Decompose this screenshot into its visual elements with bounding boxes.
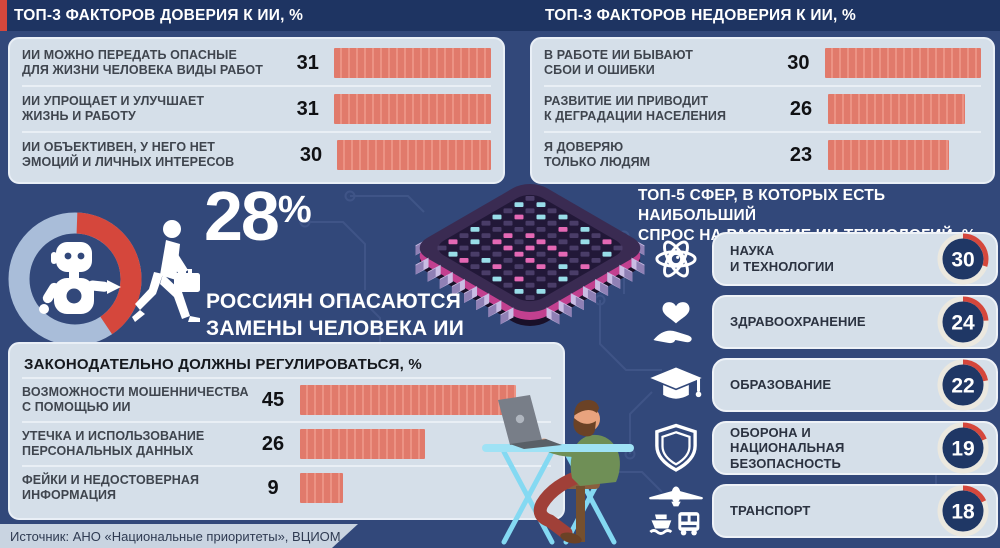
regulation-row-3-bar bbox=[300, 473, 344, 503]
atom-icon bbox=[646, 231, 706, 287]
source-text: Источник: АНО «Национальные приоритеты»,… bbox=[10, 528, 341, 544]
distrust-row-1-value: 30 bbox=[787, 51, 810, 74]
heart-hand-icon bbox=[646, 294, 706, 350]
trust-row-3: ИИ ОБЪЕКТИВЕН, У НЕГО НЕТ ЭМОЦИЙ И ЛИЧНЫ… bbox=[22, 131, 491, 177]
transport-icon bbox=[646, 483, 706, 539]
sphere-pill-transport: ТРАНСПОРТ 18 bbox=[712, 484, 998, 538]
regulation-row-3-value: 9 bbox=[267, 476, 279, 499]
trust-row-3-value: 30 bbox=[299, 143, 323, 166]
graduation-cap-icon bbox=[646, 357, 706, 413]
distrust-row-3: Я ДОВЕРЯЮ ТОЛЬКО ЛЮДЯМ 23 bbox=[544, 131, 981, 177]
trust-row-2-label: ИИ УПРОЩАЕТ И УЛУЧШАЕТ ЖИЗНЬ И РАБОТУ bbox=[22, 94, 205, 123]
trust-row-1-value: 31 bbox=[296, 51, 319, 74]
fear-donut-red-arc bbox=[8, 212, 142, 346]
distrust-row-3-label: Я ДОВЕРЯЮ ТОЛЬКО ЛЮДЯМ bbox=[544, 140, 651, 169]
regulation-row-1-bar bbox=[300, 385, 516, 415]
man-at-laptop-illustration bbox=[482, 395, 634, 545]
sphere-row-transport: ТРАНСПОРТ 18 bbox=[638, 483, 998, 539]
distrust-row-3-bar bbox=[828, 140, 949, 170]
svg-text:24: 24 bbox=[951, 312, 975, 335]
distrust-chart-title: ТОП-3 ФАКТОРОВ НЕДОВЕРИЯ К ИИ, % bbox=[545, 7, 857, 24]
fear-percent-number: 28 bbox=[204, 177, 280, 255]
trust-row-3-bar bbox=[337, 140, 491, 170]
regulation-row-1-value: 45 bbox=[261, 388, 285, 411]
svg-text:18: 18 bbox=[951, 501, 975, 524]
distrust-row-1: В РАБОТЕ ИИ БЫВАЮТ СБОИ И ОШИБКИ 30 bbox=[544, 41, 981, 85]
sphere-pill-defense: ОБОРОНА И НАЦИОНАЛЬНАЯ БЕЗОПАСНОСТЬ 19 bbox=[712, 421, 998, 475]
red-accent-strip bbox=[0, 0, 7, 31]
walking-man-icon bbox=[130, 218, 208, 340]
sphere-row-healthcare: ЗДРАВООХРАНЕНИЕ 24 bbox=[638, 294, 998, 350]
sphere-label-education: ОБРАЗОВАНИЕ bbox=[730, 377, 832, 393]
trust-row-2: ИИ УПРОЩАЕТ И УЛУЧШАЕТ ЖИЗНЬ И РАБОТУ 31 bbox=[22, 85, 492, 131]
healthcare-value-gauge: 24 bbox=[937, 296, 989, 348]
svg-text:22: 22 bbox=[951, 375, 974, 398]
sphere-row-education: ОБРАЗОВАНИЕ 22 bbox=[638, 357, 998, 413]
sphere-pill-science: НАУКА И ТЕХНОЛОГИИ 30 bbox=[712, 232, 998, 286]
distrust-row-2-bar bbox=[828, 94, 965, 124]
fear-donut-chart bbox=[2, 206, 148, 352]
svg-text:30: 30 bbox=[951, 249, 974, 272]
title-band: ТОП-3 ФАКТОРОВ ДОВЕРИЯ К ИИ, % ТОП-3 ФАК… bbox=[0, 0, 1000, 31]
svg-text:19: 19 bbox=[951, 438, 974, 461]
spheres-title-line-1: ТОП-5 СФЕР, В КОТОРЫХ ЕСТЬ НАИБОЛЬШИЙ bbox=[638, 187, 886, 224]
distrust-row-2-value: 26 bbox=[789, 97, 813, 120]
regulation-row-2-label: УТЕЧКА И ИСПОЛЬЗОВАНИЕ ПЕРСОНАЛЬНЫХ ДАНН… bbox=[22, 429, 205, 458]
distrust-row-2-label: РАЗВИТИЕ ИИ ПРИВОДИТ К ДЕГРАДАЦИИ НАСЕЛЕ… bbox=[544, 94, 727, 123]
shield-icon bbox=[646, 420, 706, 476]
sphere-label-science: НАУКА И ТЕХНОЛОГИИ bbox=[730, 243, 834, 274]
distrust-row-1-label: В РАБОТЕ ИИ БЫВАЮТ СБОИ И ОШИБКИ bbox=[544, 48, 694, 77]
science-value-gauge: 30 bbox=[937, 233, 989, 285]
trust-chart-panel: ИИ МОЖНО ПЕРЕДАТЬ ОПАСНЫЕ ДЛЯ ЖИЗНИ ЧЕЛО… bbox=[8, 37, 505, 184]
fear-caption: РОССИЯН ОПАСАЮТСЯ ЗАМЕНЫ ЧЕЛОВЕКА ИИ bbox=[206, 290, 464, 340]
robot-icon bbox=[39, 242, 121, 314]
regulation-row-2: УТЕЧКА И ИСПОЛЬЗОВАНИЕ ПЕРСОНАЛЬНЫХ ДАНН… bbox=[22, 421, 551, 465]
regulation-row-3: ФЕЙКИ И НЕДОСТОВЕРНАЯ ИНФОРМАЦИЯ 9 bbox=[22, 465, 551, 509]
distrust-chart-panel: В РАБОТЕ ИИ БЫВАЮТ СБОИ И ОШИБКИ 30 РАЗВ… bbox=[530, 37, 995, 184]
regulation-row-1: ВОЗМОЖНОСТИ МОШЕННИЧЕСТВА С ПОМОЩЬЮ ИИ 4… bbox=[22, 377, 551, 421]
education-value-gauge: 22 bbox=[937, 359, 989, 411]
defense-value-gauge: 19 bbox=[937, 422, 989, 474]
regulation-row-1-label: ВОЗМОЖНОСТИ МОШЕННИЧЕСТВА С ПОМОЩЬЮ ИИ bbox=[22, 385, 249, 414]
trust-row-2-value: 31 bbox=[296, 97, 319, 120]
sphere-pill-healthcare: ЗДРАВООХРАНЕНИЕ 24 bbox=[712, 295, 998, 349]
regulation-row-2-value: 26 bbox=[261, 432, 285, 455]
trust-row-1-label: ИИ МОЖНО ПЕРЕДАТЬ ОПАСНЫЕ ДЛЯ ЖИЗНИ ЧЕЛО… bbox=[22, 48, 263, 77]
regulation-row-2-bar bbox=[300, 429, 425, 459]
trust-row-1-bar bbox=[333, 48, 492, 78]
trust-chart-title: ТОП-3 ФАКТОРОВ ДОВЕРИЯ К ИИ, % bbox=[14, 7, 304, 24]
transport-value-gauge: 18 bbox=[937, 485, 989, 537]
regulation-chart-panel: ЗАКОНОДАТЕЛЬНО ДОЛЖНЫ РЕГУЛИРОВАТЬСЯ, % … bbox=[8, 342, 565, 520]
distrust-row-2: РАЗВИТИЕ ИИ ПРИВОДИТ К ДЕГРАДАЦИИ НАСЕЛЕ… bbox=[544, 85, 981, 131]
sphere-label-defense: ОБОРОНА И НАЦИОНАЛЬНАЯ БЕЗОПАСНОСТЬ bbox=[730, 424, 845, 471]
ai-chip-illustration bbox=[415, 184, 645, 326]
sphere-label-healthcare: ЗДРАВООХРАНЕНИЕ bbox=[730, 314, 866, 330]
distrust-row-3-value: 23 bbox=[789, 143, 813, 166]
regulation-row-3-label: ФЕЙКИ И НЕДОСТОВЕРНАЯ ИНФОРМАЦИЯ bbox=[22, 473, 200, 502]
sphere-row-defense: ОБОРОНА И НАЦИОНАЛЬНАЯ БЕЗОПАСНОСТЬ 19 bbox=[638, 420, 998, 476]
sphere-row-science: НАУКА И ТЕХНОЛОГИИ 30 bbox=[638, 231, 998, 287]
sphere-label-transport: ТРАНСПОРТ bbox=[730, 503, 811, 519]
trust-row-3-label: ИИ ОБЪЕКТИВЕН, У НЕГО НЕТ ЭМОЦИЙ И ЛИЧНЫ… bbox=[22, 140, 235, 169]
fear-percent-sign: % bbox=[277, 189, 312, 231]
fear-percent: 28% bbox=[204, 181, 312, 251]
trust-row-2-bar bbox=[333, 94, 492, 124]
regulation-chart-title: ЗАКОНОДАТЕЛЬНО ДОЛЖНЫ РЕГУЛИРОВАТЬСЯ, % bbox=[24, 356, 422, 373]
trust-row-1: ИИ МОЖНО ПЕРЕДАТЬ ОПАСНЫЕ ДЛЯ ЖИЗНИ ЧЕЛО… bbox=[22, 41, 492, 85]
sphere-pill-education: ОБРАЗОВАНИЕ 22 bbox=[712, 358, 998, 412]
source-attribution: Источник: АНО «Национальные приоритеты»,… bbox=[0, 524, 358, 548]
distrust-row-1-bar bbox=[825, 48, 981, 78]
